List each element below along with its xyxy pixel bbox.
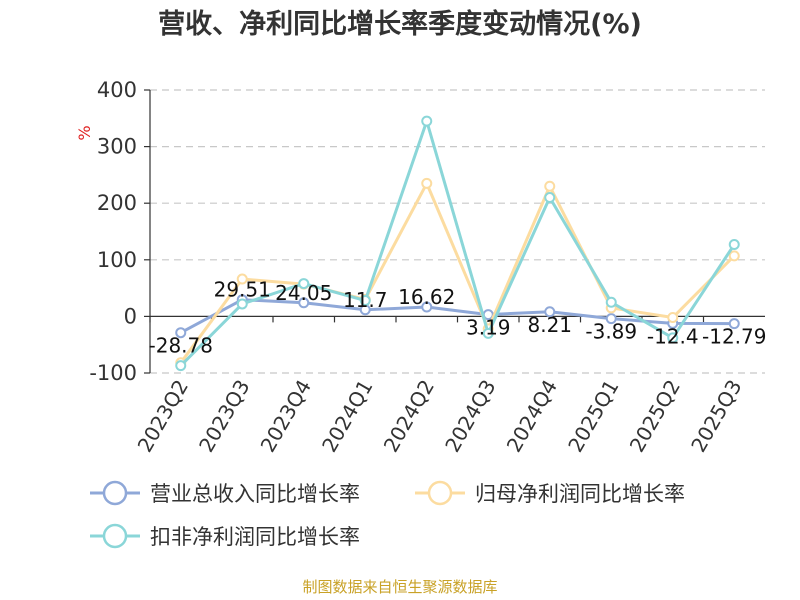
data-label: -28.78	[149, 334, 213, 358]
series-3	[175, 115, 740, 372]
data-point	[482, 327, 494, 339]
data-point	[236, 298, 248, 310]
y-tick-label: -100	[89, 361, 137, 385]
data-label: -12.4	[647, 324, 699, 348]
x-tick-label: 2023Q4	[256, 376, 316, 457]
data-label: 24.05	[275, 281, 332, 305]
data-label: 8.21	[527, 313, 572, 337]
y-tick-label: 100	[97, 248, 137, 272]
y-tick-label: 300	[97, 135, 137, 159]
data-label: -12.79	[702, 325, 766, 349]
data-label: 16.62	[398, 285, 455, 309]
legend-label: 营业总收入同比增长率	[150, 482, 360, 506]
series-line	[179, 119, 736, 367]
y-axis-ticks: -100 0 100 200 300 400	[89, 78, 150, 385]
data-point	[728, 318, 740, 330]
series-lines	[175, 115, 740, 372]
data-point	[605, 313, 617, 325]
data-label: 11.7	[343, 288, 388, 312]
x-tick-label: 2024Q3	[440, 376, 500, 457]
data-point	[667, 332, 679, 344]
x-tick-label: 2023Q3	[194, 376, 254, 457]
gridlines	[150, 89, 765, 374]
data-point	[544, 180, 556, 192]
x-tick-label: 2024Q2	[379, 376, 439, 457]
data-point	[175, 327, 187, 339]
x-tick-label: 2025Q2	[625, 376, 685, 457]
chart-title: 营收、净利同比增长率季度变动情况(%)	[158, 8, 642, 40]
data-point	[544, 192, 556, 204]
source-note: 制图数据来自恒生聚源数据库	[302, 578, 497, 596]
x-tick-label: 2025Q3	[686, 376, 746, 457]
legend-item: 营业总收入同比增长率	[90, 480, 360, 506]
x-tick-label: 2025Q1	[563, 376, 623, 457]
data-label: 29.51	[214, 278, 271, 302]
y-tick-label: 200	[97, 191, 137, 215]
data-point	[421, 301, 433, 313]
data-point	[605, 296, 617, 308]
data-point	[298, 278, 310, 290]
x-tick-label: 2023Q2	[133, 376, 193, 457]
x-tick-label: 2024Q1	[317, 376, 377, 457]
data-point	[667, 312, 679, 324]
legend-swatch-marker	[427, 480, 453, 506]
data-point	[544, 306, 556, 318]
x-tick-label: 2024Q4	[502, 376, 562, 457]
data-point	[728, 250, 740, 262]
data-point	[421, 177, 433, 189]
legend-item: 归母净利润同比增长率	[415, 480, 685, 506]
series-line	[179, 181, 736, 364]
data-labels: -28.78 29.51 24.05 11.7 16.62 3.19 8.21 -3.89 -1…	[149, 278, 767, 358]
data-point	[421, 115, 433, 127]
data-point	[298, 297, 310, 309]
data-point	[359, 295, 371, 307]
legend-label: 扣非净利润同比增长率	[150, 525, 360, 549]
data-point	[175, 360, 187, 372]
data-label: -3.89	[585, 320, 637, 344]
legend-item: 扣非净利润同比增长率	[90, 523, 360, 549]
data-point	[236, 273, 248, 285]
legend-swatch-marker	[102, 523, 128, 549]
data-point	[728, 239, 740, 251]
legend-swatch-marker	[102, 480, 128, 506]
y-tick-label: 400	[97, 78, 137, 102]
legend-label: 归母净利润同比增长率	[475, 482, 685, 506]
y-tick-label: 0	[124, 304, 137, 328]
y-axis-unit: %	[75, 125, 94, 140]
data-label: 3.19	[466, 316, 511, 340]
